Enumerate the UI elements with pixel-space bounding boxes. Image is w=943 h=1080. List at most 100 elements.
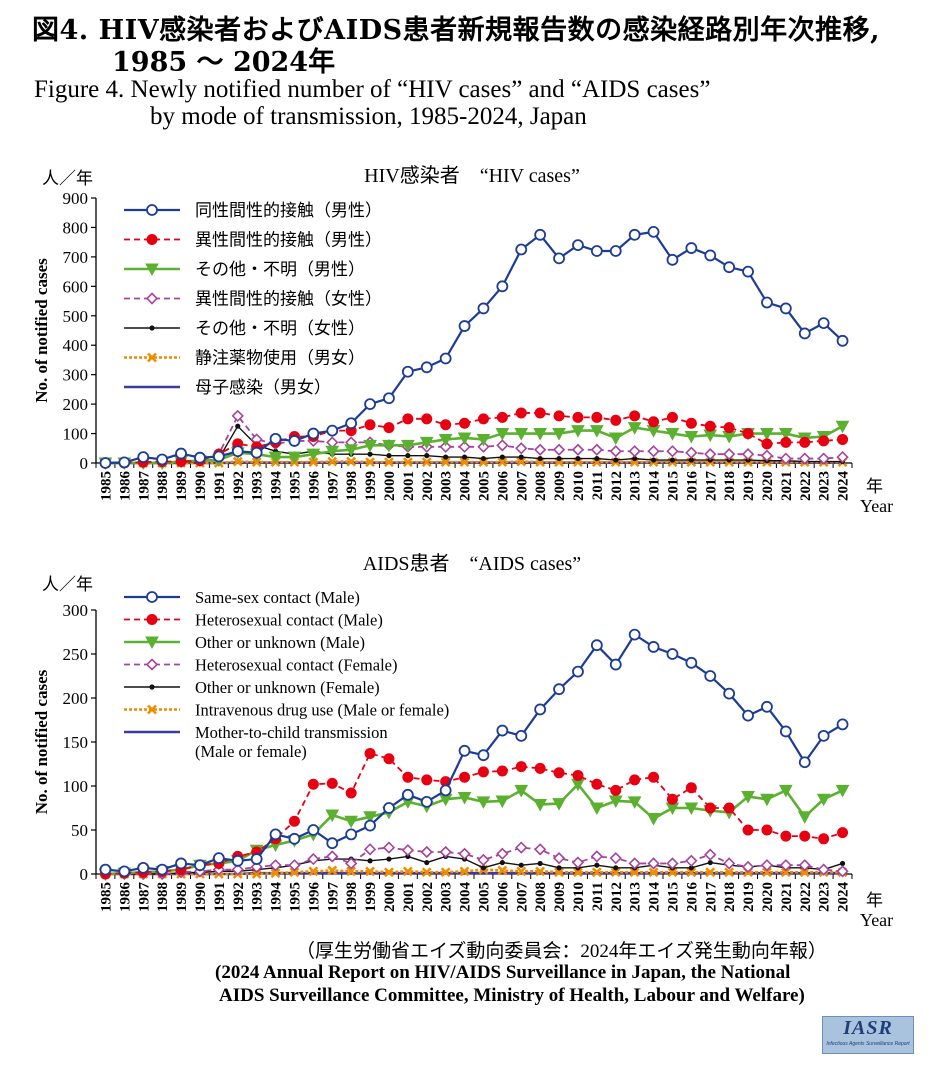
data-point	[798, 327, 811, 340]
data-point	[288, 435, 301, 447]
data-point	[308, 866, 319, 877]
data-point	[477, 766, 489, 778]
data-point	[514, 428, 529, 441]
data-point	[533, 428, 547, 441]
data-point	[402, 866, 413, 877]
chart-2: AIDS患者 “AIDS cases” 人／年 No. of notified ca…	[32, 552, 893, 930]
legend-swatch-marker	[147, 704, 157, 715]
data-point	[534, 443, 547, 456]
data-point	[537, 455, 543, 462]
chart-title: HIV感染者 “HIV cases”	[364, 164, 580, 187]
data-point	[666, 857, 679, 870]
figure-title-jp-line1: 図4. HIV感染者およびAIDS患者新規報告数の感染経路別年次推移,	[32, 15, 881, 46]
data-point	[648, 771, 660, 783]
data-point	[665, 428, 680, 441]
series-line	[105, 855, 843, 875]
data-point	[704, 670, 717, 682]
x-tick-label: 2011	[590, 471, 606, 500]
legend-label: 同性間性的接触（男性）	[195, 201, 382, 221]
y-tick-label: 250	[63, 645, 89, 664]
data-point	[443, 454, 449, 460]
x-tick-label: 1987	[136, 882, 152, 913]
data-point	[556, 455, 562, 462]
data-point	[552, 443, 566, 456]
data-point	[345, 857, 358, 870]
data-point	[515, 243, 528, 256]
data-point	[684, 802, 699, 816]
source-en-line1: (2024 Annual Report on HIV/AIDS Surveill…	[215, 962, 791, 983]
data-point	[477, 749, 490, 762]
legend-label: その他・不明（女性）	[195, 319, 365, 339]
iasr-logo: IASR Infectious Agents Surveillance Repo…	[822, 1016, 914, 1054]
x-tick-label: 2013	[628, 882, 644, 912]
data-point	[780, 436, 792, 448]
data-point	[367, 451, 373, 457]
y-unit-label: 人／年	[42, 575, 93, 595]
data-point	[779, 784, 793, 798]
data-point	[648, 867, 659, 878]
data-point	[268, 451, 283, 465]
x-tick-label: 1999	[363, 471, 379, 501]
data-point	[590, 443, 603, 456]
data-point	[685, 417, 697, 429]
x-tick-label: 2012	[609, 471, 625, 501]
x-tick-label: 1995	[287, 471, 303, 501]
x-tick-label: 1986	[117, 471, 133, 502]
data-point	[365, 866, 375, 877]
data-point	[685, 242, 698, 254]
data-point	[553, 410, 565, 422]
x-tick-label: 1998	[344, 471, 360, 501]
data-point	[497, 457, 508, 468]
data-point	[325, 445, 340, 459]
data-point	[780, 830, 792, 842]
legend-label: Other or unknown (Male)	[195, 633, 365, 652]
data-point	[704, 448, 717, 461]
data-point	[627, 422, 642, 435]
data-point	[780, 867, 791, 878]
data-point	[269, 859, 282, 872]
data-point	[610, 867, 621, 878]
legend-swatch-marker	[146, 204, 158, 216]
x-tick-label: 1992	[231, 882, 247, 912]
data-point	[461, 454, 468, 460]
data-point	[647, 225, 660, 238]
legend-swatch-marker	[147, 352, 157, 363]
data-point	[571, 443, 585, 456]
chart-title: AIDS患者 “AIDS cases”	[363, 552, 581, 575]
data-point	[666, 411, 678, 423]
x-tick-label: 1989	[174, 882, 190, 912]
data-point	[231, 854, 244, 867]
series-line	[105, 846, 843, 875]
data-point	[496, 411, 508, 423]
data-point	[458, 744, 471, 757]
data-point	[365, 457, 375, 468]
x-axis-label-jp: 年	[866, 477, 883, 497]
data-point	[382, 841, 396, 854]
data-point	[480, 865, 487, 871]
data-point	[760, 449, 774, 462]
data-point	[591, 778, 603, 790]
data-point	[515, 761, 527, 773]
data-point	[535, 457, 546, 468]
data-point	[405, 853, 411, 860]
series-line	[105, 412, 843, 464]
x-tick-label: 1993	[250, 471, 266, 501]
data-point	[537, 860, 543, 867]
data-point	[327, 456, 338, 467]
figure-title-jp-line2: 1985 ～ 2024年	[112, 47, 336, 78]
y-tick-label: 700	[63, 248, 89, 267]
data-point	[345, 417, 358, 430]
y-axis-label: No. of notified cases	[32, 258, 51, 403]
data-point	[420, 361, 433, 374]
data-point	[835, 420, 850, 434]
y-tick-label: 300	[63, 366, 89, 385]
x-tick-label: 2003	[439, 471, 455, 501]
series-line	[105, 425, 843, 464]
data-point	[250, 860, 263, 874]
data-point	[496, 724, 509, 737]
data-point	[741, 791, 755, 804]
data-point	[420, 795, 433, 808]
data-point	[704, 802, 716, 814]
data-point	[250, 446, 263, 459]
x-tick-label: 2005	[476, 471, 492, 501]
